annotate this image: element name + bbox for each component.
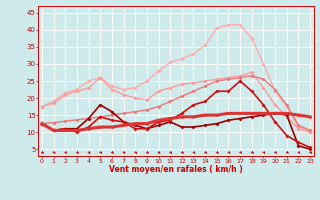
X-axis label: Vent moyen/en rafales ( km/h ): Vent moyen/en rafales ( km/h ) bbox=[109, 165, 243, 174]
